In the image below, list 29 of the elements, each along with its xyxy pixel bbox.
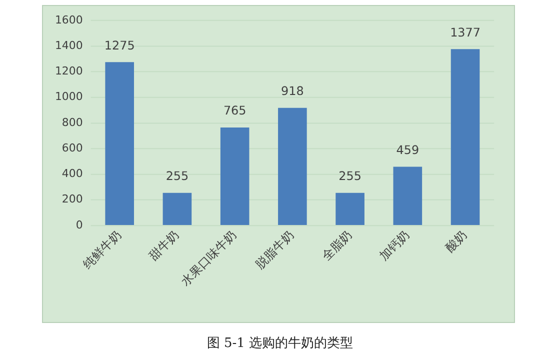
bar xyxy=(105,62,134,226)
data-label: 255 xyxy=(166,169,189,184)
bar xyxy=(450,49,480,226)
bar xyxy=(336,192,364,226)
data-label: 1377 xyxy=(450,25,480,40)
x-tick-label: 纯鲜牛奶 xyxy=(80,228,124,272)
data-label: 459 xyxy=(396,142,420,157)
y-tick-label: 800 xyxy=(62,116,83,129)
text: 图 5-1 选购的牛奶的类型 xyxy=(206,335,354,352)
bar xyxy=(393,166,422,226)
y-tick-label: 200 xyxy=(62,192,83,206)
bar xyxy=(278,108,307,226)
x-tick-label: 酸奶 xyxy=(442,228,470,255)
y-tick-label: 0 xyxy=(76,218,83,232)
bar xyxy=(220,127,250,226)
data-label: 765 xyxy=(223,104,246,118)
x-tick-label: 加钙奶 xyxy=(376,228,412,264)
y-tick-label: 400 xyxy=(62,167,83,180)
y-tick-label: 1200 xyxy=(54,64,83,78)
y-tick-label: 1000 xyxy=(54,90,83,104)
data-label: 255 xyxy=(338,169,362,184)
data-label: 918 xyxy=(281,84,304,98)
y-tick-label: 600 xyxy=(62,141,83,154)
y-tick-label: 1400 xyxy=(54,38,83,52)
x-tick-label: 脱脂牛奶 xyxy=(252,228,297,272)
y-tick-label: 1600 xyxy=(54,13,83,26)
data-label: 1275 xyxy=(104,38,135,52)
x-tick-label: 全脂奶 xyxy=(318,228,354,264)
bar xyxy=(162,192,192,226)
